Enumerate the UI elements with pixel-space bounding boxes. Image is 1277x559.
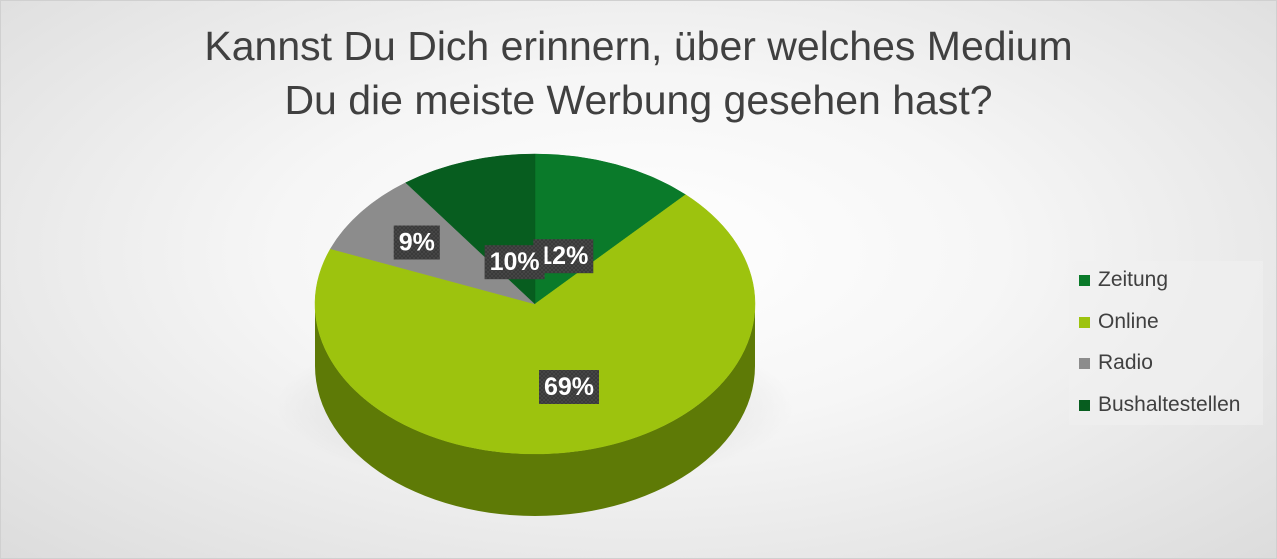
data-label-bushaltestellen: 10% <box>484 245 545 280</box>
data-label-text-online: 69% <box>544 373 594 401</box>
legend-item-radio: Radio <box>1079 348 1153 378</box>
data-label-box-radio <box>393 225 440 260</box>
data-label-online: 69% <box>539 370 599 404</box>
legend-item-zeitung: Zeitung <box>1079 265 1168 295</box>
legend-label-bushaltestellen: Bushaltestellen <box>1098 393 1241 416</box>
legend-label-online: Online <box>1098 310 1159 333</box>
chart-title: Kannst Du Dich erinnern, über welches Me… <box>1 19 1276 127</box>
pie-sides <box>315 304 755 516</box>
chart-title-line-1: Kannst Du Dich erinnern, über welches Me… <box>204 23 1073 69</box>
pie-data-labels: 12% 69% 9% 10% <box>393 225 599 404</box>
legend-item-online: Online <box>1079 307 1159 337</box>
pie-side-online <box>315 304 755 516</box>
legend-swatch-zeitung <box>1079 274 1090 286</box>
legend-label-radio: Radio <box>1098 351 1153 374</box>
data-label-box-bushaltestellen <box>484 245 545 280</box>
data-label-text-bushaltestellen: 10% <box>490 248 540 276</box>
chart-title-line-2: Du die meiste Werbung gesehen hast? <box>284 77 993 123</box>
data-label-text-radio: 9% <box>399 229 435 257</box>
data-label-box-online <box>539 370 599 404</box>
legend-swatch-online <box>1079 316 1090 328</box>
pie-slice-online <box>314 194 756 455</box>
pie-tops <box>314 153 756 455</box>
data-label-text-zeitung: 12% <box>538 242 588 270</box>
legend-item-bushaltestellen: Bushaltestellen <box>1079 390 1240 420</box>
legend-swatch-bushaltestellen <box>1079 399 1090 411</box>
data-label-radio: 9% <box>393 225 440 260</box>
legend-swatch-radio <box>1079 357 1090 369</box>
legend: Zeitung Online Radio Bushaltestellen <box>1069 261 1263 425</box>
legend-label-zeitung: Zeitung <box>1098 268 1169 291</box>
